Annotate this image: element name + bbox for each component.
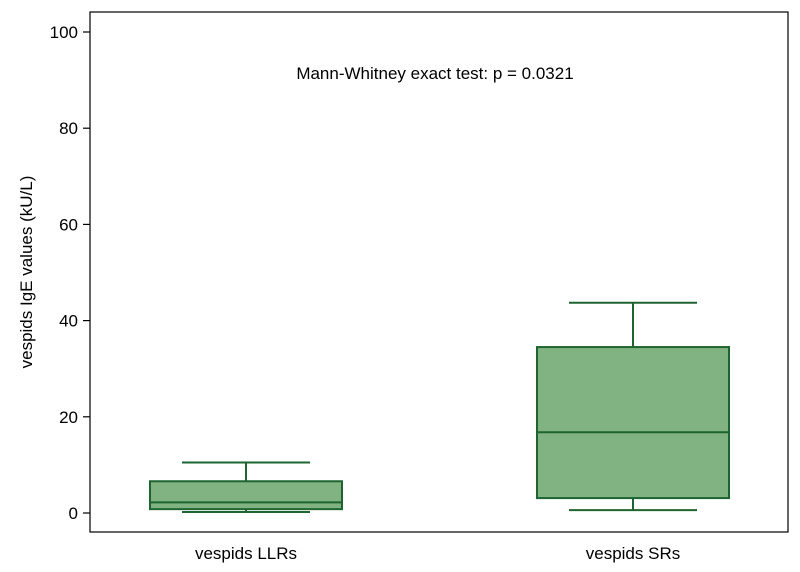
iqr-box <box>149 480 343 511</box>
x-category-label: vespids SRs <box>586 544 680 563</box>
y-tick-label: 80 <box>59 119 78 138</box>
y-tick-label: 100 <box>50 23 78 42</box>
y-tick-label: 60 <box>59 215 78 234</box>
box-2 <box>536 301 730 512</box>
x-category-label: vespids LLRs <box>195 544 297 563</box>
y-axis-label: vespids IgE values (kU/L) <box>17 176 36 369</box>
y-tick-label: 0 <box>69 504 78 523</box>
y-tick-label: 20 <box>59 408 78 427</box>
y-tick-label: 40 <box>59 312 78 331</box>
y-axis: 0 20 40 60 80 100 <box>50 23 90 523</box>
plot-frame <box>89 11 789 533</box>
boxes <box>149 301 730 514</box>
iqr-box <box>536 346 730 500</box>
x-axis: vespids LLRs vespids SRs <box>195 544 680 563</box>
box-1 <box>149 461 343 514</box>
annotation: Mann-Whitney exact test: p = 0.0321 <box>296 64 573 83</box>
